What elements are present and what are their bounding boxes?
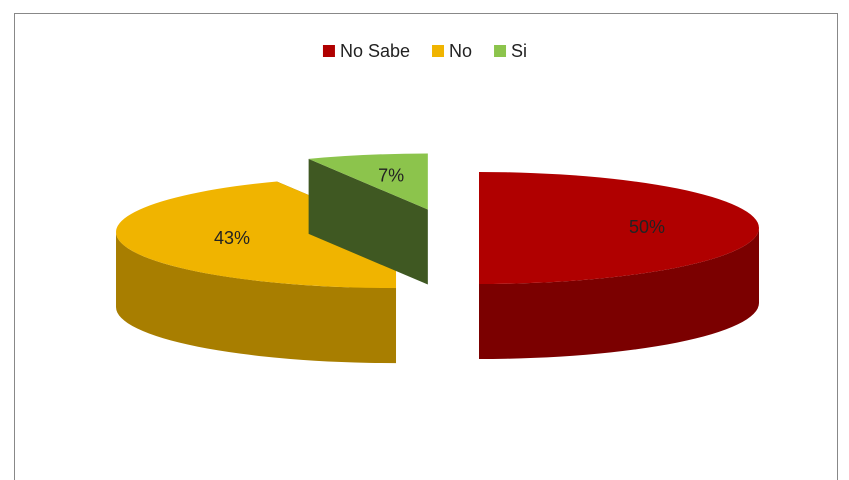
data-label: 43% <box>214 228 250 248</box>
slice-wall <box>116 232 397 364</box>
legend-label: Si <box>511 41 527 61</box>
slice <box>479 172 759 359</box>
data-label: 7% <box>378 166 404 186</box>
legend-label: No <box>449 41 472 61</box>
slice <box>308 153 428 285</box>
pie-slice <box>479 172 759 284</box>
legend: No Sabe No Si <box>322 41 527 61</box>
legend-swatch <box>494 45 507 57</box>
slice-wall <box>479 228 759 359</box>
legend-label: No Sabe <box>340 41 410 61</box>
data-label: 50% <box>629 217 665 237</box>
legend-swatch <box>322 45 335 57</box>
pie-slice <box>308 153 428 210</box>
legend-swatch <box>432 45 445 57</box>
slice-side <box>308 158 428 285</box>
